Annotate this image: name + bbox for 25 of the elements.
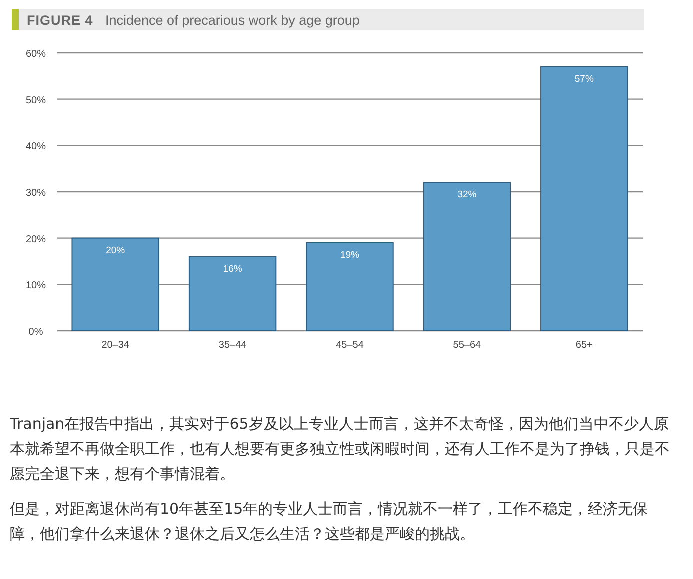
y-tick-label: 0% [28,327,44,338]
data-label: 57% [574,74,594,85]
bar [72,238,160,332]
chart-title: FIGURE 4 Incidence of precarious work by age group [27,13,360,28]
data-label: 16% [223,264,243,275]
x-tick-label: 45–54 [336,340,364,351]
bar [188,256,277,332]
data-label: 32% [458,190,478,201]
x-tick-label: 65+ [576,340,594,351]
y-tick-label: 30% [26,188,46,199]
y-tick-label: 60% [26,49,46,60]
text: Tranjan在报告中指出，其实对于65岁及以上专业人士而言，这并不太奇怪，因为他们当中不少人原本就希望不再做全职工作，也有人想要有更多独立性或闲暇时间，还有人工作不是为了挣钱，只是不愿完全退下来，想有个事情混着。 [10,414,671,485]
y-tick-label: 20% [26,234,46,246]
bar [540,66,628,332]
y-tick-label: 10% [26,280,46,292]
y-tick-label: 40% [26,142,46,153]
x-tick-label: 20–34 [102,340,130,351]
bar [306,242,394,332]
data-label: 19% [340,250,360,261]
bar [423,182,512,332]
y-tick-label: 50% [26,95,46,106]
x-tick-label: 35–44 [218,340,248,351]
text: 但是，对距离退休尚有10年甚至15年的专业人士而言，情况就不一样了，工作不稳定，经济无保障，他们拿什么来退休？退休之后又怎么生活？这些都是严峻的挑战。 [10,499,650,545]
x-tick-label: 55–64 [453,340,482,351]
data-label: 20% [106,245,126,256]
